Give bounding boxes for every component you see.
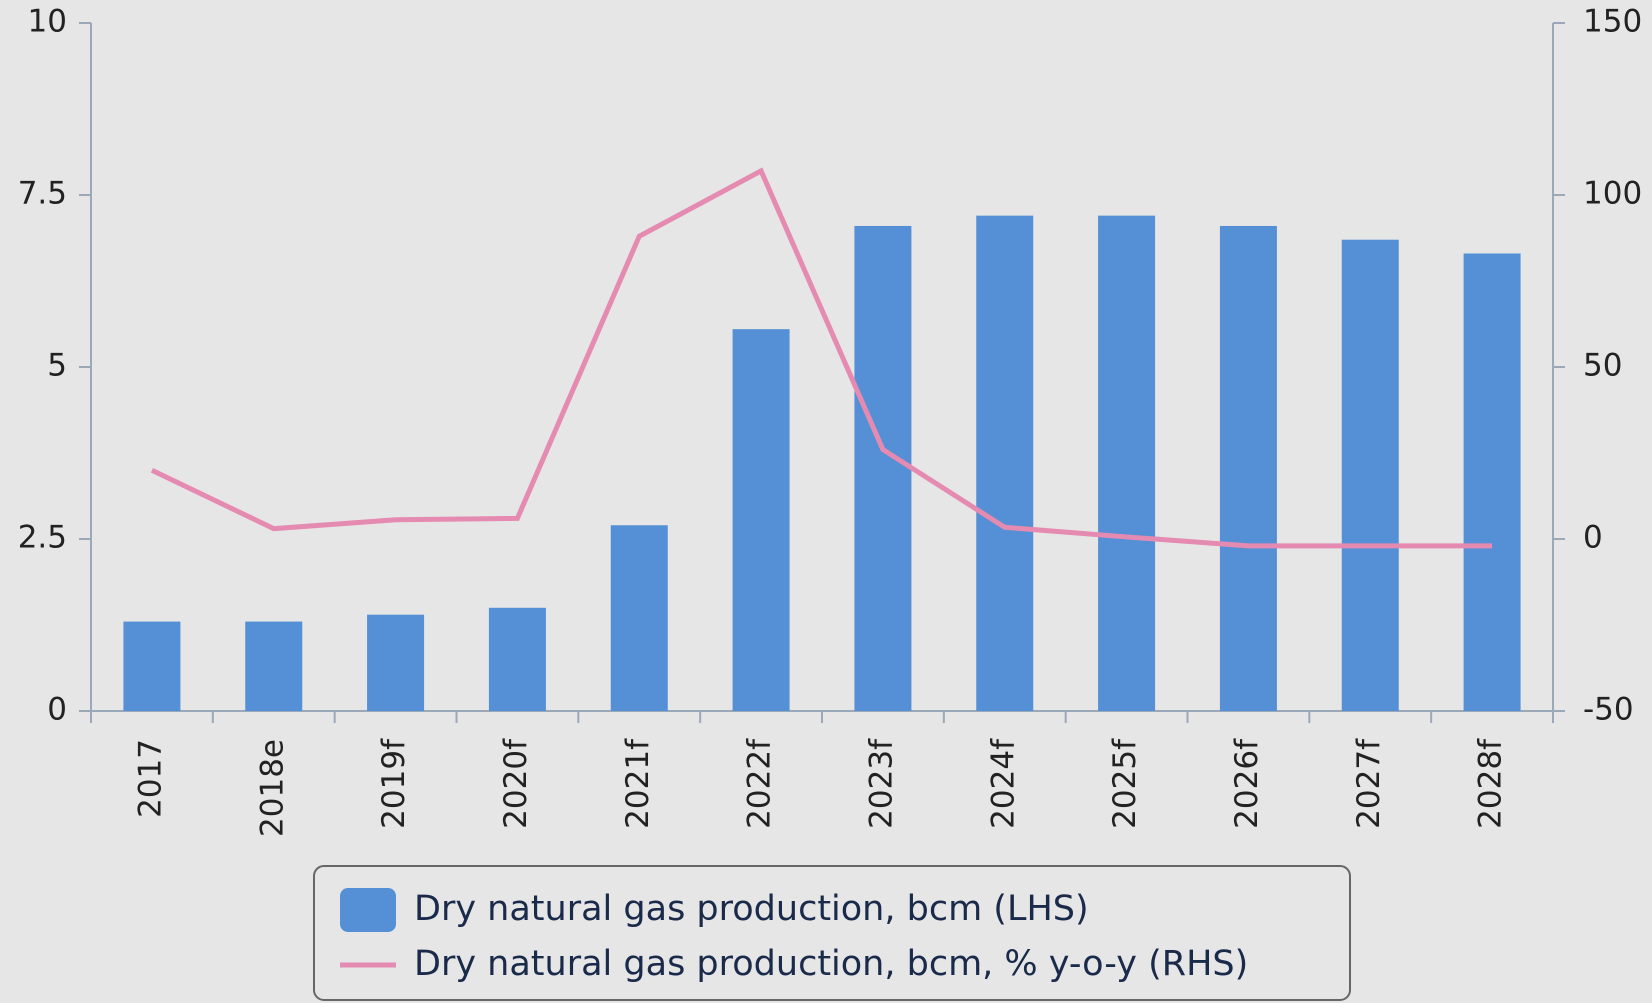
y-tick-label: 10 (28, 4, 67, 40)
x-tick-label: 2024f (985, 738, 1021, 829)
y2-tick-label: 50 (1583, 348, 1622, 384)
bar (1341, 239, 1399, 711)
x-tick-label: 2021f (620, 738, 656, 829)
legend-label: Dry natural gas production, bcm (LHS) (414, 889, 1089, 929)
legend-label: Dry natural gas production, bcm, % y-o-y… (414, 944, 1248, 984)
x-tick-label: 2018e (254, 739, 290, 837)
x-tick-label: 2019f (376, 738, 412, 829)
y-tick-label: 0 (47, 692, 67, 728)
y2-tick-label: -50 (1583, 692, 1634, 728)
line (150, 167, 1493, 549)
bar (976, 215, 1034, 711)
bar (610, 525, 668, 711)
bar (488, 607, 546, 711)
y2-tick-label: 100 (1583, 176, 1642, 212)
x-tick-label: 2017 (132, 739, 168, 818)
y2-tick-label: 0 (1583, 520, 1603, 556)
y-tick-label: 5 (47, 348, 67, 384)
y-tick-label: 2.5 (18, 520, 67, 556)
y-tick-label: 7.5 (18, 176, 67, 212)
x-tick-label: 2022f (742, 738, 778, 829)
bar (732, 329, 790, 711)
bar (245, 621, 303, 711)
legend-box (313, 865, 1351, 1001)
bar (1463, 253, 1521, 712)
x-tick-label: 2027f (1351, 738, 1387, 829)
y2-tick-label: 150 (1583, 4, 1642, 40)
bar (367, 614, 425, 711)
bar (123, 621, 181, 711)
x-tick-label: 2028f (1473, 738, 1509, 829)
x-tick-label: 2020f (498, 738, 534, 829)
x-tick-label: 2023f (863, 738, 899, 829)
bar (854, 225, 912, 711)
x-tick-label: 2026f (1229, 738, 1265, 829)
legend-swatch (340, 888, 396, 932)
bar (1219, 225, 1277, 711)
bar (1098, 215, 1156, 711)
x-tick-label: 2025f (1107, 738, 1143, 829)
